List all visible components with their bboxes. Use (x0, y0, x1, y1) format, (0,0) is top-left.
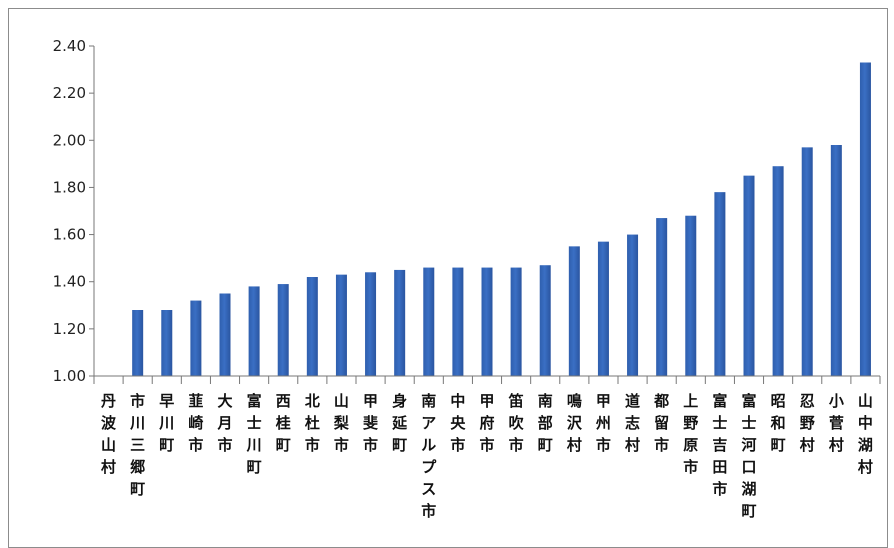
x-tick-label: 小菅村 (829, 392, 844, 454)
bar-8 (306, 277, 318, 376)
x-tick-label: 山梨市 (333, 392, 349, 454)
x-tick-label: 富士川町 (246, 392, 262, 476)
bar-16 (539, 265, 551, 376)
x-tick-label: 丹波山村 (101, 392, 117, 476)
x-tick-label: 南アルプス市 (421, 392, 437, 520)
x-tick-label: 大月市 (216, 392, 232, 454)
x-tick-label: 笛吹市 (508, 392, 525, 454)
x-tick-label: 市川三郷町 (129, 392, 145, 498)
bar-6 (248, 286, 260, 376)
x-tick-label: 甲州市 (595, 392, 611, 454)
y-tick-label: 2.40 (53, 37, 86, 55)
x-tick-label: 身延町 (391, 392, 408, 454)
bar-25 (801, 147, 813, 376)
y-tick-label: 2.00 (53, 131, 86, 149)
x-tick-label: 鳴沢村 (567, 392, 583, 454)
bar-20 (656, 218, 668, 376)
x-tick-label: 韮崎市 (188, 392, 203, 454)
bar-13 (452, 267, 464, 376)
bar-5 (219, 293, 231, 376)
y-tick-label: 2.20 (53, 84, 86, 102)
y-tick-label: 1.00 (53, 367, 86, 385)
y-tick-label: 1.80 (53, 178, 86, 196)
bar-2 (132, 310, 144, 376)
bar-9 (335, 274, 347, 376)
x-tick-label: 山中湖村 (858, 392, 873, 476)
x-tick-label: 富士河口湖町 (741, 392, 756, 520)
bar-22 (714, 192, 726, 376)
y-tick-label: 1.20 (53, 320, 86, 338)
x-tick-label: 甲斐市 (363, 392, 379, 454)
bar-18 (597, 241, 609, 376)
bar-11 (394, 269, 406, 376)
bar-7 (277, 284, 289, 376)
x-tick-label: 上野原市 (683, 392, 698, 476)
x-tick-label: 甲府市 (479, 392, 494, 454)
bar-27 (859, 62, 871, 376)
bar-21 (685, 215, 697, 376)
y-tick-label: 1.60 (53, 226, 86, 244)
bar-23 (743, 175, 755, 376)
bar-19 (627, 234, 639, 376)
bar-4 (190, 300, 202, 376)
bar-15 (510, 267, 522, 376)
x-tick-label: 都留市 (653, 392, 669, 454)
chart-frame (8, 8, 888, 548)
x-tick-label: 南部町 (538, 392, 553, 454)
x-axis: 丹波山村市川三郷町早川町韮崎市大月市富士川町西桂町北杜市山梨市甲斐市身延町南アル… (93, 375, 881, 520)
x-tick-label: 西桂町 (275, 392, 291, 454)
bars (132, 62, 871, 376)
x-tick-label: 富士吉田市 (712, 392, 727, 498)
x-tick-label: 中央市 (450, 392, 466, 454)
bar-14 (481, 267, 493, 376)
y-tick-label: 1.40 (53, 273, 86, 291)
bar-12 (423, 267, 435, 376)
bar-24 (772, 166, 784, 376)
x-tick-label: 昭和町 (771, 392, 786, 454)
y-axis: 1.00 1.20 1.40 1.60 1.80 2.00 2.20 2.40 (53, 37, 95, 385)
bar-3 (161, 310, 173, 376)
x-tick-label: 早川町 (158, 392, 174, 454)
x-tick-label: 北杜市 (305, 392, 320, 454)
x-tick-label: 忍野村 (800, 392, 815, 454)
bar-26 (830, 145, 842, 376)
bar-17 (568, 246, 580, 376)
bar-10 (365, 272, 377, 376)
x-tick-label: 道志村 (625, 392, 640, 454)
